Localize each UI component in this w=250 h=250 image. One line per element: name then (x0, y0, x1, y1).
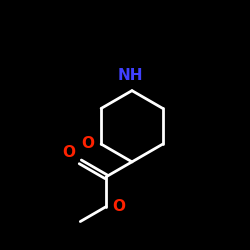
Text: O: O (112, 199, 125, 214)
Text: NH: NH (117, 68, 143, 83)
Text: O: O (81, 136, 94, 150)
Text: O: O (62, 145, 76, 160)
